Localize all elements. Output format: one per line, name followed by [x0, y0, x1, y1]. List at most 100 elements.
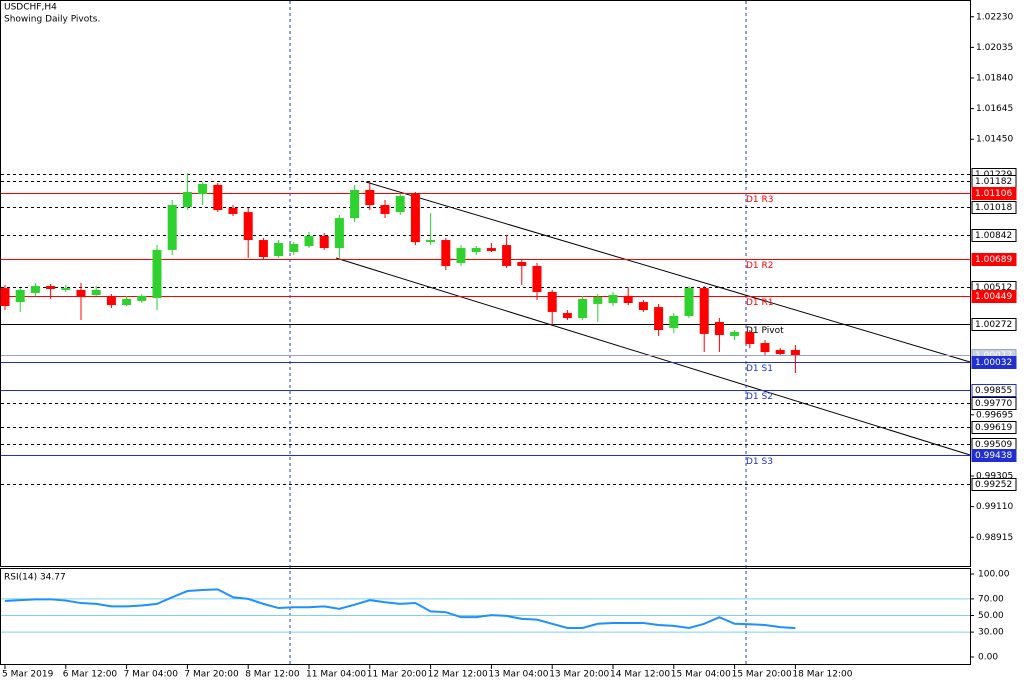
candle-body: [745, 332, 755, 344]
x-tick-label: 8 Mar 12:00: [245, 670, 300, 680]
x-tick-label: 11 Mar 20:00: [367, 670, 427, 680]
candle-body: [91, 289, 101, 295]
level-label: 1.01018: [975, 203, 1012, 213]
axes: 1.02230 1.02035 1.01840 1.01645 1.01450 0.996…: [2, 12, 1017, 680]
candle-body: [30, 286, 40, 293]
candle-body: [654, 307, 664, 331]
channel-line: [365, 181, 971, 363]
x-tick-label: 7 Mar 04:00: [124, 670, 179, 680]
candle-body: [547, 292, 557, 312]
candle-body: [760, 343, 770, 352]
y-tick-label: 30.00: [978, 628, 1004, 638]
level-label: 0.99855: [975, 386, 1012, 396]
candle-body: [380, 205, 390, 214]
candle-body: [608, 294, 618, 303]
candle-body: [198, 183, 208, 195]
candle-body: [334, 218, 344, 249]
candle-body: [243, 212, 253, 241]
candle-body: [730, 332, 740, 336]
y-tick-label: 0.99110: [976, 502, 1013, 512]
candle-body: [319, 235, 329, 249]
level-label: 1.00512: [975, 283, 1012, 293]
candle-body: [593, 297, 603, 304]
x-tick-label: 15 Mar 20:00: [732, 670, 792, 680]
candle-body: [274, 243, 284, 257]
candle-body: [684, 288, 694, 317]
level-label-box: [971, 187, 1017, 200]
candle-body: [669, 316, 679, 328]
y-tick-label: 100.00: [978, 570, 1010, 580]
pivot-name: D1 S2: [746, 392, 773, 402]
x-tick-label: 13 Mar 20:00: [549, 670, 609, 680]
y-tick-label: 0.00: [978, 653, 998, 663]
level-label-box: [971, 478, 1017, 491]
candle-body: [15, 289, 25, 303]
pivot-name: D1 Pivot: [746, 326, 784, 336]
level-label: 1.00272: [975, 320, 1012, 330]
pivot-name: D1 R2: [746, 261, 774, 271]
candle-body: [790, 349, 800, 355]
candle-body: [76, 289, 86, 298]
candle-body: [122, 298, 132, 306]
level-label: 1.00449: [975, 292, 1012, 302]
rsi-line: [4, 588, 796, 630]
candle-body: [106, 297, 116, 306]
level-label: 1.00842: [975, 231, 1012, 241]
pivot-name: D1 S3: [746, 457, 773, 467]
candle-body: [486, 248, 496, 252]
level-label: 0.99438: [975, 451, 1012, 461]
rsi-plot: [1, 588, 970, 633]
candle-body: [471, 248, 481, 252]
level-label-box: [971, 290, 1017, 303]
x-tick-label: 13 Mar 04:00: [488, 670, 548, 680]
x-tick-label: 18 Mar 12:00: [792, 670, 852, 680]
y-tick-label: 50.00: [978, 611, 1004, 621]
level-label: 1.00032: [975, 358, 1012, 368]
level-label-box: [971, 384, 1017, 397]
candle-body: [167, 205, 177, 250]
candle-body: [365, 189, 375, 206]
candle-body: [623, 295, 633, 303]
y-tick-label: 0.98915: [976, 533, 1013, 543]
level-label: 1.01182: [975, 177, 1012, 187]
candle-body: [395, 196, 405, 213]
candle-body: [699, 288, 709, 334]
candle-body: [61, 288, 71, 290]
pivot-name: D1 R1: [746, 298, 774, 308]
candle-body: [502, 245, 512, 266]
x-tick-label: 6 Mar 12:00: [63, 670, 118, 680]
main-pane: [0, 0, 971, 567]
candle-body: [350, 189, 360, 219]
y-tick-label: 1.02035: [976, 43, 1013, 53]
candle-body: [517, 262, 527, 266]
x-tick-label: 15 Mar 04:00: [671, 670, 731, 680]
candle-body: [456, 248, 466, 263]
y-tick-label: 1.01840: [976, 73, 1013, 83]
candle-body: [152, 249, 162, 298]
candle-body: [562, 313, 572, 319]
y-tick-label: 0.99305: [976, 472, 1013, 482]
candle-body: [578, 298, 588, 319]
y-tick-label: 1.02230: [976, 12, 1013, 22]
level-label: 1.00689: [975, 255, 1012, 265]
level-label: 0.99770: [975, 399, 1012, 409]
level-label-box: [971, 421, 1017, 434]
level-label-box: [971, 356, 1017, 369]
level-label: 1.01106: [975, 189, 1012, 199]
level-label: 0.99252: [975, 480, 1012, 490]
y-tick-label: 70.00: [978, 594, 1004, 604]
candle-body: [137, 295, 147, 301]
level-label-box: [971, 449, 1017, 462]
candle-body: [441, 240, 451, 266]
candle-body: [410, 194, 420, 243]
x-tick-label: 7 Mar 20:00: [184, 670, 239, 680]
candle-body: [532, 265, 542, 293]
x-tick-label: 12 Mar 12:00: [428, 670, 488, 680]
x-tick-label: 5 Mar 2019: [2, 670, 54, 680]
candle-body: [289, 243, 299, 252]
x-tick-label: 14 Mar 12:00: [610, 670, 670, 680]
rsi-title: RSI(14) 34.77: [4, 573, 66, 583]
level-label: 0.99509: [975, 440, 1012, 450]
level-label-box: [971, 229, 1017, 242]
